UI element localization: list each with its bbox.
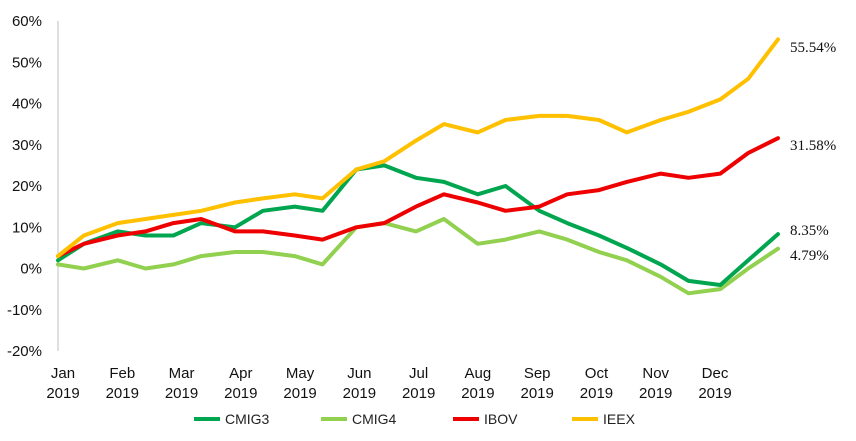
x-tick-label-year: 2019	[165, 385, 198, 402]
legend-label-ibov: IBOV	[484, 411, 518, 427]
x-tick-label-month: Aug	[465, 365, 492, 382]
y-tick-label: 50%	[12, 54, 42, 71]
y-tick-label: 20%	[12, 178, 42, 195]
end-label-cmig4: 4.79%	[790, 248, 829, 264]
y-tick-label: 60%	[12, 13, 42, 30]
x-tick-label-year: 2019	[402, 385, 435, 402]
x-tick-label-year: 2019	[224, 385, 257, 402]
x-tick-label-year: 2019	[461, 385, 494, 402]
y-tick-label: 10%	[12, 219, 42, 236]
x-tick-label-month: Feb	[109, 365, 135, 382]
x-tick-label-month: May	[286, 365, 315, 382]
end-label-ibov: 31.58%	[790, 138, 836, 154]
y-tick-label: 30%	[12, 137, 42, 154]
legend-label-cmig3: CMIG3	[225, 411, 270, 427]
legend-label-cmig4: CMIG4	[352, 411, 397, 427]
x-tick-label-month: Jul	[409, 365, 428, 382]
x-tick-label-month: Mar	[169, 365, 195, 382]
legend: CMIG3 CMIG4 IBOV IEEX	[194, 411, 636, 427]
x-tick-label-year: 2019	[520, 385, 553, 402]
x-tick-label-month: Nov	[642, 365, 669, 382]
plot-area	[56, 37, 780, 296]
x-tick-label-year: 2019	[283, 385, 316, 402]
x-tick-label-month: Jun	[347, 365, 371, 382]
x-axis: Jan 2019 Feb 2019 Mar 2019 Apr 2019 May 2019 Jun 20…	[46, 365, 731, 402]
x-tick-label-year: 2019	[698, 385, 731, 402]
x-tick-label-month: Jan	[51, 365, 75, 382]
y-tick-label: 40%	[12, 96, 42, 113]
y-tick-label: 0%	[20, 261, 42, 278]
x-tick-label-month: Apr	[229, 365, 252, 382]
series-line-ibov	[56, 136, 780, 259]
legend-label-ieex: IEEX	[603, 411, 636, 427]
x-tick-label-year: 2019	[106, 385, 139, 402]
x-tick-label-month: Dec	[702, 365, 729, 382]
series-line-ieex	[56, 37, 780, 259]
end-label-cmig3: 8.35%	[790, 223, 829, 239]
x-tick-label-month: Sep	[524, 365, 551, 382]
x-tick-label-year: 2019	[343, 385, 376, 402]
series-line-cmig4	[56, 217, 780, 296]
y-tick-label: -10%	[7, 302, 42, 319]
x-tick-label-month: Oct	[585, 365, 609, 382]
series-line-cmig3	[56, 163, 780, 287]
y-axis: -20% -10% 0% 10% 20% 30% 40% 50% 60%	[7, 13, 59, 360]
end-labels: 8.35% 4.79% 31.58% 55.54%	[790, 40, 836, 264]
x-tick-label-year: 2019	[580, 385, 613, 402]
x-tick-label-year: 2019	[46, 385, 79, 402]
x-tick-label-year: 2019	[639, 385, 672, 402]
end-label-ieex: 55.54%	[790, 40, 836, 56]
y-tick-label: -20%	[7, 343, 42, 360]
